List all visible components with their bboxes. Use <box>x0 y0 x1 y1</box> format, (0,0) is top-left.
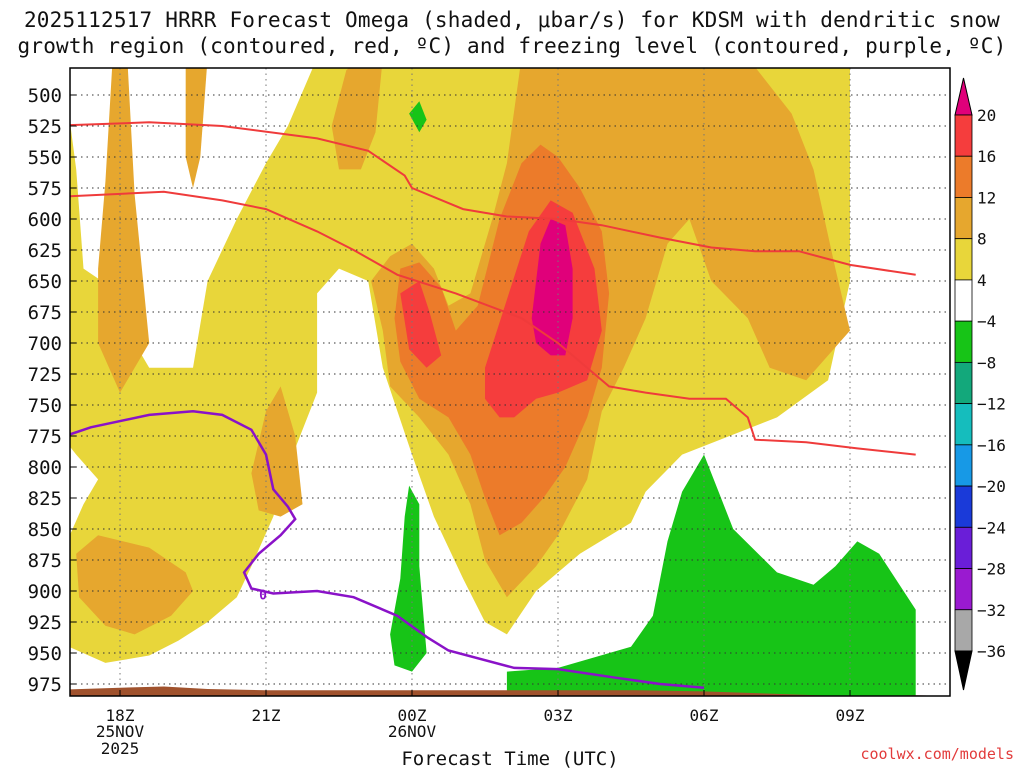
contours: 0 <box>70 121 916 689</box>
chart-title-line2: growth region (contoured, red, ºC) and f… <box>17 34 1007 58</box>
colorbar-band-12 <box>954 568 973 611</box>
y-tick-label-700: 700 <box>28 333 62 355</box>
y-tick-label-500: 500 <box>28 85 62 107</box>
colorbar-band-1 <box>954 114 973 157</box>
omega-region-16-8 <box>400 281 442 368</box>
colorbar-label-0: 20 <box>977 106 996 125</box>
colorbar-label-10: −24 <box>977 518 1006 537</box>
colorbar-band-3 <box>954 197 973 240</box>
colorbar: 20 16 12 8 4 −4 −8 −12 −16 −20 −24 −28 −32 −36 <box>954 77 1006 691</box>
omega-region--8-12 <box>390 485 427 672</box>
omega-region-8-4 <box>251 386 303 517</box>
y-tick-label-675: 675 <box>28 302 62 324</box>
colorbar-band-9 <box>954 444 973 487</box>
y-tick-label-525: 525 <box>28 116 62 138</box>
colorbar-label-3: 8 <box>977 230 987 249</box>
y-tick-label-650: 650 <box>28 271 62 293</box>
colorbar-band-13 <box>954 609 973 652</box>
plot-frame <box>69 67 951 697</box>
colorbar-label-11: −28 <box>977 560 1006 579</box>
credit-link[interactable]: coolwx.com/models <box>860 745 1014 763</box>
y-tick-label-850: 850 <box>28 519 62 541</box>
colorbar-label-5: −4 <box>977 312 996 331</box>
omega-region-8-2 <box>185 68 207 188</box>
x-tick-year-18Z: 2025 <box>101 739 140 758</box>
omega-region--8-11 <box>409 101 427 133</box>
colorbar-label-13: −36 <box>977 642 1006 661</box>
x-tick-label-03Z: 03Z <box>544 706 573 725</box>
colorbar-band-4 <box>954 238 973 281</box>
chart-title-line1: 2025112517 HRRR Forecast Omega (shaded, … <box>23 8 1001 32</box>
y-tick-label-625: 625 <box>28 240 62 262</box>
y-tick-label-750: 750 <box>28 395 62 417</box>
colorbar-label-8: −16 <box>977 436 1006 455</box>
y-tick-label-875: 875 <box>28 550 62 572</box>
colorbar-band-2 <box>954 155 973 198</box>
x-tick-label-06Z: 06Z <box>690 706 719 725</box>
y-tick-label-800: 800 <box>28 457 62 479</box>
colorbar-band-6 <box>954 320 973 363</box>
y-tick-label-900: 900 <box>28 581 62 603</box>
omega-region--8-13 <box>506 454 916 696</box>
terrain-ground <box>70 686 950 696</box>
colorbar-label-4: 4 <box>977 271 987 290</box>
x-axis-label: Forecast Time (UTC) <box>401 748 618 768</box>
colorbar-band-11 <box>954 526 973 569</box>
freezing-level-contour <box>70 409 705 689</box>
colorbar-label-2: 12 <box>977 188 996 207</box>
y-tick-label-775: 775 <box>28 426 62 448</box>
colorbar-label-7: −12 <box>977 395 1006 414</box>
axes: 500 525 550 575 600 625 650 675 700 725 750 775 800 8… <box>28 85 865 768</box>
x-tick-label-00Z: 00Z <box>398 706 427 725</box>
y-tick-label-575: 575 <box>28 178 62 200</box>
y-tick-label-825: 825 <box>28 488 62 510</box>
y-tick-label-600: 600 <box>28 209 62 231</box>
colorbar-label-9: −20 <box>977 477 1006 496</box>
dendritic-contour--12C <box>70 121 916 276</box>
x-tick-label-18Z: 18Z <box>106 706 135 725</box>
x-tick-date-00Z: 26NOV <box>388 722 437 741</box>
colorbar-top-arrow <box>954 77 973 116</box>
y-tick-label-725: 725 <box>28 364 62 386</box>
x-tick-date-18Z: 25NOV <box>96 722 145 741</box>
colorbar-label-1: 16 <box>977 147 996 166</box>
colorbar-band-7 <box>954 361 973 405</box>
colorbar-band-10 <box>954 485 973 528</box>
freezing-level-label: 0 <box>259 589 267 604</box>
terrain <box>70 686 950 696</box>
colorbar-band-8 <box>954 403 973 446</box>
omega-region-8-1 <box>98 68 150 393</box>
colorbar-band-5 <box>954 279 973 322</box>
grid <box>70 68 950 696</box>
x-tick-label-09Z: 09Z <box>836 706 865 725</box>
x-tick-label-21Z: 21Z <box>252 706 281 725</box>
y-tick-label-925: 925 <box>28 612 62 634</box>
colorbar-label-12: −32 <box>977 601 1006 620</box>
dendritic-contour--18C <box>70 190 916 456</box>
colorbar-label-6: −8 <box>977 353 996 372</box>
y-tick-label-975: 975 <box>28 674 62 696</box>
y-tick-label-950: 950 <box>28 643 62 665</box>
colorbar-bottom-arrow <box>954 650 973 691</box>
omega-region-20-10 <box>531 219 573 356</box>
y-tick-label-550: 550 <box>28 147 62 169</box>
